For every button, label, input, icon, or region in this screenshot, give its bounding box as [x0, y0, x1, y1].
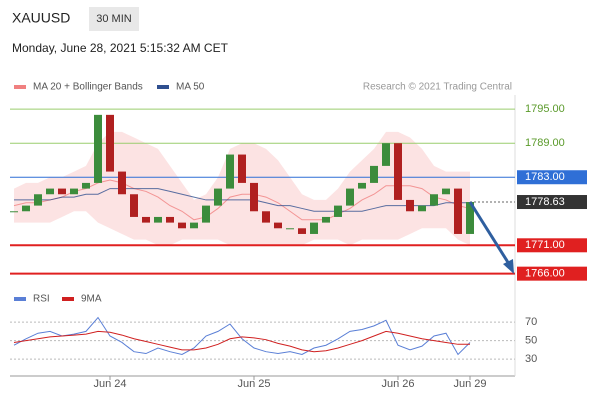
candle — [130, 194, 138, 217]
candle — [82, 182, 90, 189]
candle — [430, 194, 438, 206]
candle — [70, 188, 78, 195]
bollinger-band — [14, 131, 470, 246]
copyright: Research © 2021 Trading Central — [363, 82, 512, 93]
last-price-label: 1778.63 — [525, 196, 565, 208]
legend-label: MA 20 + Bollinger Bands — [33, 82, 143, 93]
candle — [166, 216, 174, 223]
rsi-line — [13, 330, 470, 353]
y-tick-label: 50 — [525, 335, 537, 347]
candle — [442, 188, 450, 195]
candle — [418, 205, 426, 212]
candle — [154, 216, 162, 223]
timeframe-tag — [89, 7, 139, 31]
x-tick-label: Jun 24 — [93, 378, 126, 390]
candle — [106, 114, 114, 172]
candle — [250, 182, 258, 212]
candle — [334, 205, 342, 217]
candle — [298, 228, 306, 234]
legend-label: MA 50 — [176, 82, 205, 93]
candle — [142, 216, 150, 223]
candle — [370, 165, 378, 183]
candle — [274, 222, 282, 229]
legend-swatch — [14, 297, 26, 301]
candle — [226, 154, 234, 189]
candle — [310, 222, 318, 234]
y-tick-label: 70 — [525, 316, 537, 328]
level-label: 1789.00 — [525, 137, 565, 149]
candle — [118, 171, 126, 195]
y-tick-label: 30 — [525, 353, 537, 365]
candle — [382, 143, 390, 166]
candle — [22, 205, 30, 212]
level-label: 1795.00 — [525, 103, 565, 115]
moving-average — [14, 188, 470, 212]
candle — [214, 188, 222, 206]
candle — [190, 222, 198, 229]
timeframe: 30 MIN — [96, 13, 132, 25]
candle — [46, 188, 54, 195]
candle — [178, 222, 186, 229]
candle — [10, 211, 18, 213]
legend-swatch — [14, 85, 26, 89]
legend-label: RSI — [33, 294, 50, 305]
level-label: 1771.00 — [525, 239, 565, 251]
candle — [34, 194, 42, 206]
candle — [286, 228, 294, 230]
candle — [322, 216, 330, 223]
legend-swatch — [157, 85, 169, 89]
legend-swatch — [62, 297, 74, 301]
level-box — [517, 266, 587, 281]
candle — [346, 188, 354, 206]
candle — [262, 211, 270, 223]
forecast-arrowhead — [503, 259, 514, 274]
candle — [58, 188, 66, 195]
candle — [454, 188, 462, 234]
level-box — [517, 238, 587, 253]
candle — [466, 202, 474, 234]
candle — [94, 114, 102, 183]
rsi-line — [13, 316, 471, 356]
x-tick-label: Jun 25 — [237, 378, 270, 390]
candle — [406, 199, 414, 212]
forecast-arrow — [468, 201, 511, 265]
x-tick-label: Jun 29 — [453, 378, 486, 390]
level-label: 1783.00 — [525, 171, 565, 183]
candle — [202, 205, 210, 223]
candle — [238, 154, 246, 183]
level-label: 1766.00 — [525, 268, 565, 280]
candle — [394, 143, 402, 200]
level-box — [517, 170, 587, 185]
last-price-box — [517, 195, 587, 210]
x-tick-label: Jun 26 — [381, 378, 414, 390]
candle — [358, 182, 366, 189]
timestamp: Monday, June 28, 2021 5:15:32 AM CET — [12, 41, 229, 55]
symbol: XAUUSD — [12, 10, 70, 26]
legend-label: 9MA — [81, 294, 102, 305]
